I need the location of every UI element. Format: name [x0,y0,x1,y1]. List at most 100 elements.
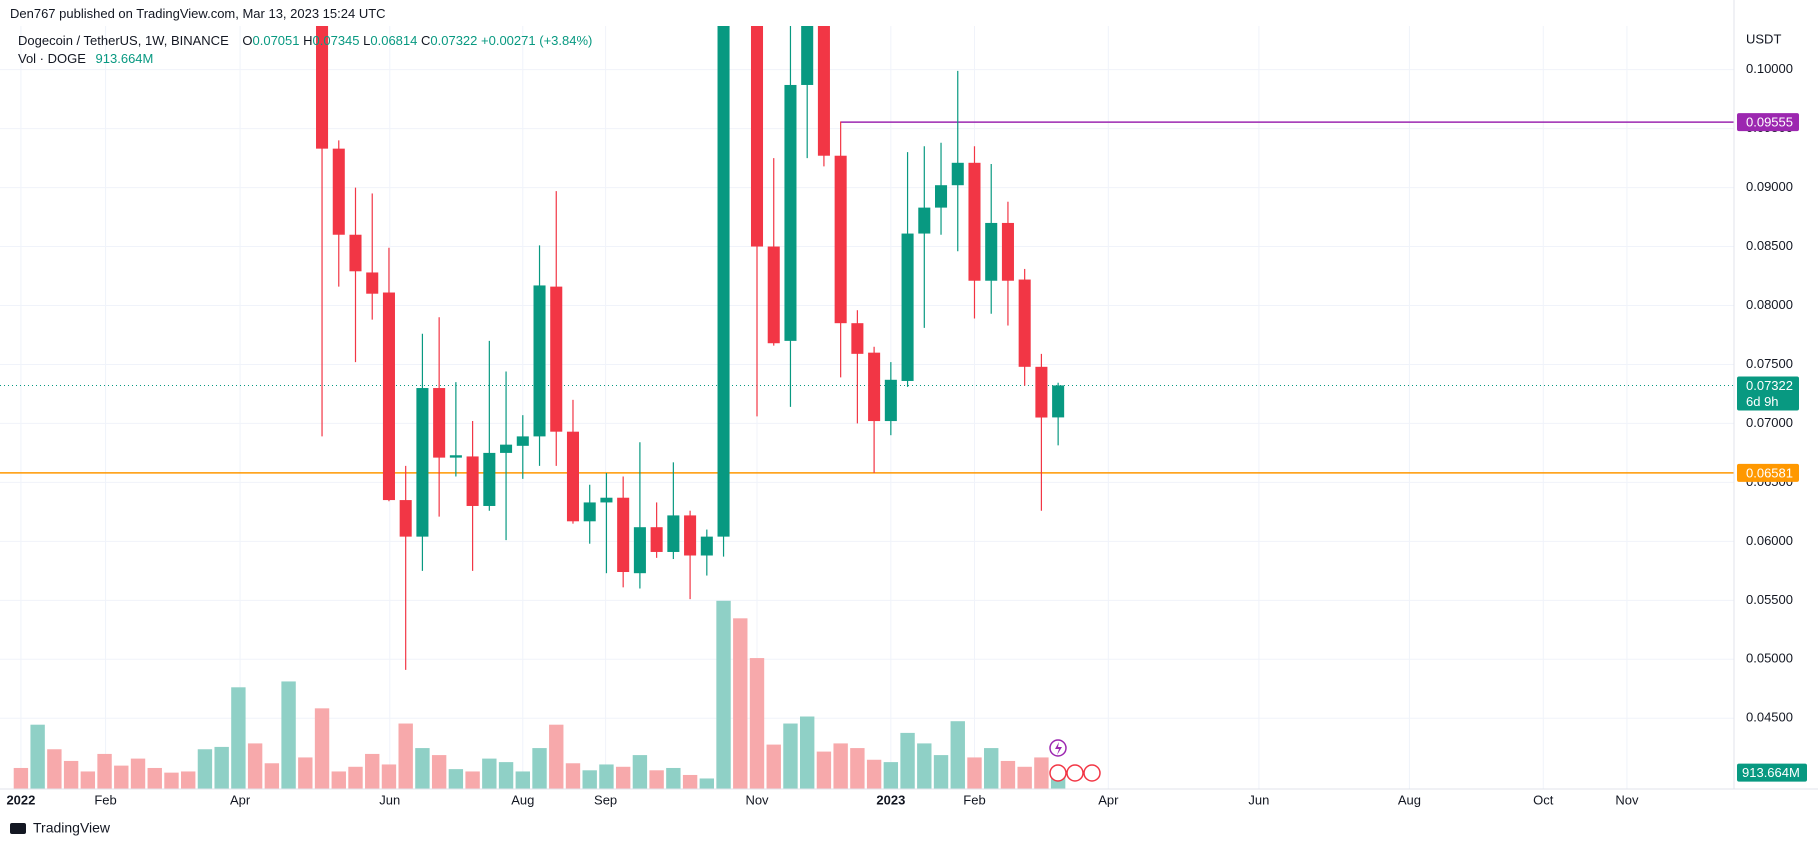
volume-bar [565,763,581,789]
volume-bar [348,766,363,789]
volume-bar [298,757,313,789]
candle-body [433,388,446,458]
price-badge [1737,376,1799,411]
y-unit: USDT [1746,31,1781,46]
volume-bar [749,658,765,789]
volume-bar [615,766,631,789]
flag-icon[interactable] [1083,764,1101,782]
candle-body [349,234,362,272]
candle-body [583,502,596,522]
candle-body [600,497,613,503]
volume-bar [448,769,464,789]
volume-bar [331,771,346,789]
volume-bar [197,749,213,789]
candle-body [951,162,964,186]
candle-body [817,26,830,156]
candle-body [316,26,329,149]
candle-body [382,292,395,501]
volume-bar [398,723,413,789]
price-badge-label: 0.09555 [1746,115,1793,130]
volume-bar [181,771,196,789]
candle-body [684,515,697,556]
volume-bar [482,758,497,789]
flag-icon[interactable] [1049,764,1067,782]
x-tick-label: Aug [1398,792,1421,807]
volume-badge-label: 913.664M [1742,765,1800,780]
volume-bar [97,753,112,789]
x-tick-label: Oct [1533,792,1554,807]
change-pct: (+3.84%) [539,33,593,48]
volume-bar [431,755,447,789]
x-tick-label: Feb [94,792,116,807]
x-tick-label: Nov [745,792,769,807]
lightning-glyph [1055,742,1062,755]
brand-logo [10,823,26,834]
volume-bar [114,765,129,789]
candle-body [483,452,496,506]
candle-body [667,515,680,552]
x-tick-label: Feb [963,792,985,807]
candle-body [918,207,931,234]
y-tick-label: 0.07000 [1746,415,1793,430]
candle-body [533,285,546,437]
symbol-legend: Dogecoin / TetherUS, 1W, BINANCE O0.0705… [18,33,592,48]
candle-body [935,185,948,208]
volume-bar [984,748,999,789]
candle-body [1001,222,1014,281]
volume-bar [866,759,882,789]
x-tick-label: Jun [1248,792,1269,807]
last-price-label: 0.07322 [1746,378,1793,393]
volume-bar [231,687,246,789]
volume-bar [532,748,547,789]
volume-bar [833,743,848,789]
ohlc-value: 0.06814 [370,33,418,48]
candle-body [968,162,981,281]
candle-body [566,431,580,522]
volume-bar [950,721,965,789]
brand: TradingView [33,820,111,836]
candle-body [466,456,479,506]
candle-body [416,388,429,537]
y-tick-label: 0.05000 [1746,651,1793,666]
volume-bar [365,753,380,789]
candle-body [1052,385,1065,418]
volume-bar [733,618,748,789]
x-tick-label: 2023 [876,792,905,807]
volume-bar [515,771,530,789]
candle-body [717,26,730,537]
volume-bar [699,778,715,789]
volume-bar [415,748,430,789]
volume-bar [80,771,96,789]
volume-bar [967,757,982,789]
volume-bar [917,743,932,789]
candle-body [500,444,513,453]
change: +0.00271 [481,33,536,48]
volume-bar [465,771,480,789]
volume-value: 913.664M [95,51,154,66]
x-tick-label: Sep [594,792,617,807]
volume-bar [247,743,263,789]
candle-body [1018,279,1031,367]
candle-body [985,222,998,281]
volume-bar [13,767,29,789]
logo-mark [10,823,26,834]
y-tick-label: 0.04500 [1746,710,1793,725]
volume-bar [1017,766,1032,789]
volume-bar [582,770,597,789]
price-badge [1737,463,1799,482]
flag-icon[interactable] [1066,764,1084,782]
volume-bar [281,681,296,789]
y-tick-label: 0.09000 [1746,179,1793,194]
countdown: 6d 9h [1746,394,1779,409]
volume-layer [13,600,1066,789]
volume-bar [264,763,280,789]
x-tick-label: Nov [1615,792,1639,807]
y-tick-label: 0.10000 [1746,61,1793,76]
volume-bar [632,755,648,789]
x-tick-label: 2022 [6,792,35,807]
candle-body [851,323,864,354]
volume-title: Vol · DOGE [18,51,86,66]
volume-bar [30,724,45,789]
candle-body [767,246,780,344]
volume-bar [147,767,162,789]
